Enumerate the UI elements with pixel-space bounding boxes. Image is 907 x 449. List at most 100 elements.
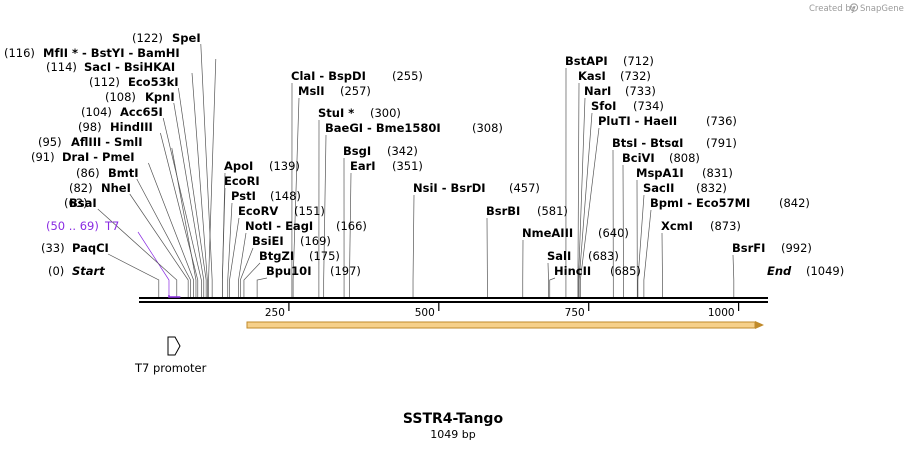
tick-label-500: 500 — [415, 307, 435, 319]
site-t7[interactable]: T7 — [104, 219, 119, 233]
site-mfii-bstyi-bamhi[interactable]: MfII * - BstYI - BamHI — [43, 46, 180, 60]
created-by-label: Created by — [809, 4, 856, 14]
site-eari[interactable]: EarI — [350, 159, 376, 173]
site-kasi[interactable]: KasI — [578, 69, 606, 83]
site-clai-bspdi[interactable]: ClaI - BspDI — [291, 69, 366, 83]
site-bcivi[interactable]: BciVI — [622, 151, 655, 165]
site-pos-bstapi: (712) — [623, 54, 654, 68]
leader-acc65i — [162, 117, 202, 297]
site-btsi-bts-i[interactable]: BtsI - BtsαI — [612, 136, 683, 150]
site-ecori[interactable]: EcoRI — [224, 174, 260, 188]
site-nhei[interactable]: NheI — [101, 181, 131, 195]
site-pos-psti: (148) — [270, 189, 301, 203]
site-bmti[interactable]: BmtI — [108, 166, 139, 180]
site-kpni[interactable]: KpnI — [145, 90, 175, 104]
site-pos-bcivi: (808) — [669, 151, 700, 165]
site-hincii[interactable]: HincII — [554, 264, 591, 278]
site-bpmi-eco57mi[interactable]: BpmI - Eco57MI — [650, 196, 750, 210]
leader-hindiii — [160, 132, 199, 297]
site-bsgi[interactable]: BsgI — [343, 144, 371, 158]
site-msli[interactable]: MslI — [298, 84, 325, 98]
leader-pluti-haeii — [579, 127, 600, 297]
site-bpu10i[interactable]: Bpu10I — [266, 264, 311, 278]
site-pos-nhei: (82) — [69, 181, 93, 195]
site-nari[interactable]: NarI — [584, 84, 611, 98]
site-baegi-bme1580i[interactable]: BaeGI - Bme1580I — [325, 121, 441, 135]
leader-sacii — [637, 194, 645, 297]
tick-label-750: 750 — [565, 307, 585, 319]
site-pos-hincii: (685) — [610, 264, 641, 278]
site-hindiii[interactable]: HindIII — [110, 120, 153, 134]
tick-label-1000: 1000 — [708, 307, 735, 319]
site-saci-bsihkai[interactable]: SacI - BsiHKAI — [84, 60, 175, 74]
site-pluti-haeii[interactable]: PluTI - HaeII — [598, 114, 677, 128]
leader-bpmi-eco57mi — [643, 209, 652, 297]
leader-paqci — [107, 253, 160, 297]
snapgene-logo — [849, 3, 859, 12]
site-paqci[interactable]: PaqCI — [72, 241, 109, 255]
leader-mfii-bstyi-bamhi — [208, 58, 217, 297]
site-pos-bsiei: (169) — [300, 234, 331, 248]
site-pos-pluti-haeii: (736) — [706, 114, 737, 128]
site-bsrbi[interactable]: BsrBI — [486, 204, 520, 218]
site-pos-ecorv: (151) — [294, 204, 325, 218]
site-nmeaiii[interactable]: NmeAIII — [522, 226, 573, 240]
site-pos-kasi: (732) — [620, 69, 651, 83]
site-afliii-smli[interactable]: AflIII - SmlI — [71, 135, 143, 149]
leader-sali — [547, 262, 549, 297]
site-apoi[interactable]: ApoI — [224, 159, 253, 173]
site-pos-bsrbi: (581) — [537, 204, 568, 218]
orf-arrow[interactable] — [246, 321, 764, 329]
site-pos-sacii: (832) — [696, 181, 727, 195]
site-pos-kpni: (108) — [105, 90, 136, 104]
site-pos-noti-eagi: (166) — [336, 219, 367, 233]
site-pos-baegi-bme1580i: (308) — [472, 121, 503, 135]
site-eco53ki[interactable]: Eco53kI — [128, 75, 179, 89]
site-bsiei[interactable]: BsiEI — [252, 234, 284, 248]
tick-label-250: 250 — [265, 307, 285, 319]
site-pos-sfoi: (734) — [633, 99, 664, 113]
site-drai-pmei[interactable]: DraI - PmeI — [62, 150, 135, 164]
site-stui[interactable]: StuI * — [318, 106, 354, 120]
site-pos-eco53ki: (112) — [89, 75, 120, 89]
site-start[interactable]: Start — [72, 264, 105, 278]
site-sali[interactable]: SalI — [547, 249, 571, 263]
leader-psti — [227, 202, 233, 297]
map-length: 1049 bp — [430, 428, 475, 441]
leader-msli — [292, 97, 300, 297]
site-acc65i[interactable]: Acc65I — [120, 105, 163, 119]
site-pos-clai-bspdi: (255) — [392, 69, 423, 83]
site-btgzi[interactable]: BtgZI — [259, 249, 294, 263]
leader-bpu10i — [256, 277, 268, 297]
site-spei[interactable]: SpeI — [172, 31, 201, 45]
site-pos-start: (0) — [48, 264, 64, 278]
leader-nhei — [129, 193, 189, 297]
leader-hincii — [549, 277, 556, 297]
site-bsai[interactable]: BsaI — [69, 196, 97, 210]
site-pos-t7: (50 .. 69) — [46, 219, 99, 233]
t7-promoter-feature[interactable] — [167, 336, 181, 356]
leader-drai-pmei — [148, 162, 194, 297]
site-pos-apoi: (139) — [269, 159, 300, 173]
site-bsrfi[interactable]: BsrFI — [732, 241, 765, 255]
leader-spei — [200, 43, 213, 297]
site-ecorv[interactable]: EcoRV — [238, 204, 278, 218]
site-mspa1i[interactable]: MspA1I — [636, 166, 684, 180]
site-end[interactable]: End — [767, 264, 792, 278]
site-nsii-bsrdi[interactable]: NsiI - BsrDI — [413, 181, 486, 195]
site-sfoi[interactable]: SfoI — [591, 99, 616, 113]
leader-bmti — [136, 178, 191, 297]
site-bstapi[interactable]: BstAPI — [565, 54, 608, 68]
leader-bsrfi — [732, 254, 735, 297]
site-noti-eagi[interactable]: NotI - EagI — [245, 219, 313, 233]
site-pos-saci-bsihkai: (114) — [46, 60, 77, 74]
site-sacii[interactable]: SacII — [643, 181, 674, 195]
site-xcmi[interactable]: XcmI — [661, 219, 693, 233]
site-psti[interactable]: PstI — [231, 189, 256, 203]
site-pos-spei: (122) — [132, 31, 163, 45]
site-pos-nari: (733) — [625, 84, 656, 98]
site-pos-acc65i: (104) — [81, 105, 112, 119]
site-pos-xcmi: (873) — [710, 219, 741, 233]
